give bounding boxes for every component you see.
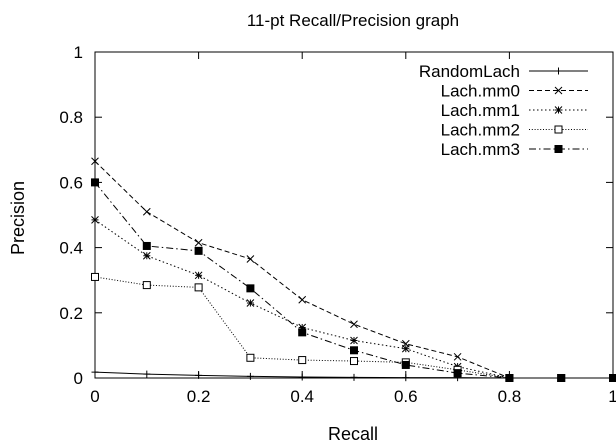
legend-label-randomlach: RandomLach bbox=[419, 62, 520, 81]
data-point-randomlach bbox=[143, 370, 151, 378]
data-point-lach-mm3 bbox=[91, 178, 99, 187]
data-point-lach-mm3 bbox=[246, 284, 255, 293]
legend-label-lach-mm0: Lach.mm0 bbox=[441, 82, 520, 101]
y-tick-label: 0.6 bbox=[59, 173, 83, 192]
data-point-lach-mm3 bbox=[609, 374, 616, 382]
data-point-lach-mm3 bbox=[453, 369, 462, 378]
data-point-lach-mm3 bbox=[142, 241, 151, 250]
legend-label-lach-mm1: Lach.mm1 bbox=[441, 101, 520, 120]
data-point-lach-mm3 bbox=[557, 374, 566, 382]
y-tick-label: 0 bbox=[74, 369, 83, 388]
x-tick-label: 0.2 bbox=[187, 387, 211, 406]
data-point-lach-mm1 bbox=[194, 271, 203, 280]
data-point-randomlach bbox=[298, 373, 306, 381]
legend-marker-lach-mm2 bbox=[554, 125, 563, 134]
plot-frame bbox=[94, 51, 614, 379]
legend-marker-lach-mm1 bbox=[554, 106, 563, 114]
legend-label-lach-mm3: Lach.mm3 bbox=[441, 140, 520, 159]
data-point-lach-mm1 bbox=[142, 251, 151, 260]
data-point-lach-mm2 bbox=[246, 353, 255, 362]
y-tick-label: 1 bbox=[74, 43, 83, 62]
data-point-lach-mm0 bbox=[91, 157, 99, 166]
legend-marker-randomlach bbox=[555, 67, 562, 75]
x-tick-label: 0.8 bbox=[498, 387, 522, 406]
x-tick-label: 0 bbox=[90, 387, 99, 406]
data-point-lach-mm1 bbox=[401, 344, 410, 353]
data-point-lach-mm1 bbox=[91, 216, 99, 224]
data-point-randomlach bbox=[402, 374, 410, 382]
legend-label-lach-mm2: Lach.mm2 bbox=[441, 121, 520, 140]
data-point-lach-mm3 bbox=[505, 374, 514, 382]
legend-marker-lach-mm0 bbox=[554, 86, 563, 95]
data-point-lach-mm2 bbox=[298, 356, 307, 365]
y-tick-label: 0.8 bbox=[59, 108, 83, 127]
y-tick-label: 0.2 bbox=[59, 304, 83, 323]
data-point-randomlach bbox=[195, 371, 203, 379]
data-point-lach-mm0 bbox=[246, 255, 255, 263]
data-point-lach-mm0 bbox=[142, 207, 151, 216]
legend: RandomLachLach.mm0Lach.mm1Lach.mm2Lach.m… bbox=[419, 62, 588, 159]
chart-title: 11-pt Recall/Precision graph bbox=[247, 11, 459, 30]
x-tick-label: 0.6 bbox=[394, 387, 418, 406]
series-line-lach-mm2 bbox=[94, 276, 613, 379]
data-point-lach-mm3 bbox=[350, 346, 358, 355]
data-point-lach-mm3 bbox=[194, 246, 203, 255]
x-tick-label: 1 bbox=[608, 387, 616, 406]
data-point-lach-mm2 bbox=[194, 283, 203, 292]
series-line-lach-mm0 bbox=[94, 160, 613, 379]
data-point-lach-mm0 bbox=[350, 320, 358, 329]
data-point-lach-mm2 bbox=[142, 281, 151, 290]
data-point-lach-mm0 bbox=[194, 238, 203, 247]
legend-marker-lach-mm3 bbox=[554, 145, 563, 153]
data-point-randomlach bbox=[91, 368, 99, 376]
x-tick-label: 0.4 bbox=[290, 387, 314, 406]
plot-area: 0 0.2 0.4 0.6 0.8 1 0 0.2 0.4 0.6 0.8 1 bbox=[59, 43, 616, 406]
data-point-lach-mm1 bbox=[350, 336, 358, 345]
data-point-lach-mm2 bbox=[350, 357, 358, 366]
data-point-lach-mm2 bbox=[91, 272, 99, 281]
data-point-lach-mm0 bbox=[298, 295, 307, 304]
data-point-randomlach bbox=[246, 372, 254, 380]
data-point-lach-mm0 bbox=[453, 352, 462, 361]
data-point-lach-mm3 bbox=[298, 328, 307, 337]
data-point-lach-mm3 bbox=[401, 360, 410, 369]
x-axis-label: Recall bbox=[328, 424, 378, 444]
data-point-randomlach bbox=[350, 373, 358, 381]
y-tick-label: 0.4 bbox=[59, 239, 83, 258]
data-point-lach-mm1 bbox=[246, 299, 255, 307]
y-axis-label: Precision bbox=[8, 181, 28, 255]
